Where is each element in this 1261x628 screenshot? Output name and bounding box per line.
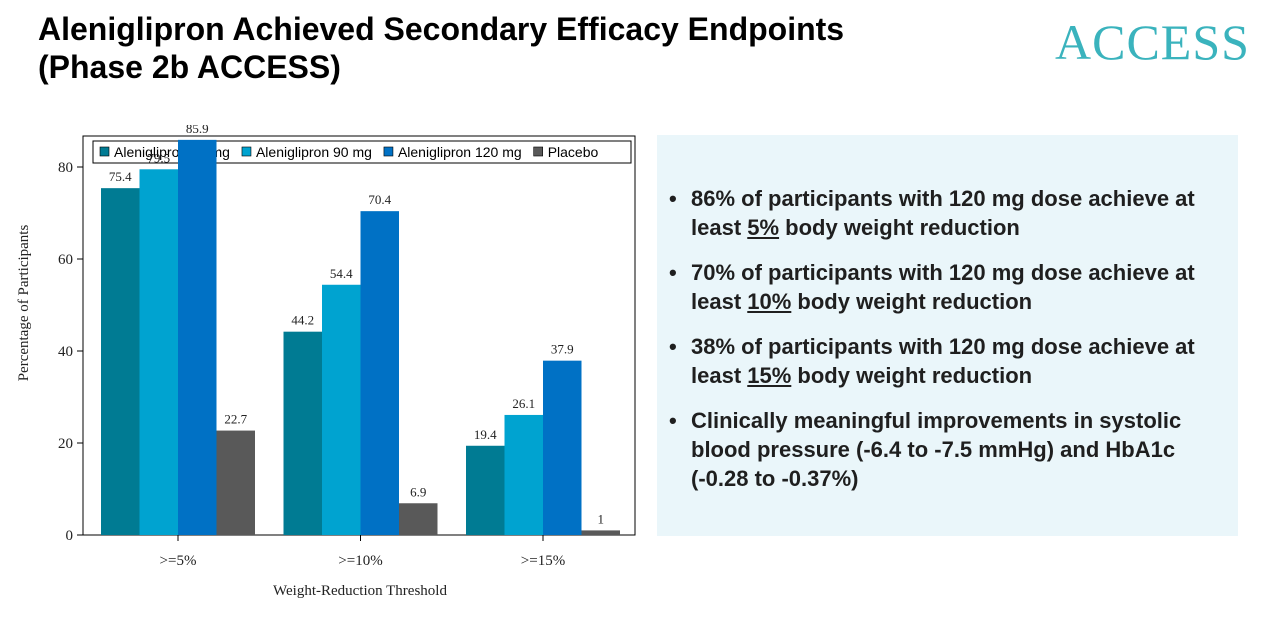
bar-value-label: 85.9 (186, 125, 209, 136)
bar-aleniglipron-90-mg-1 (139, 169, 178, 536)
x-tick-label: >=5% (160, 553, 197, 569)
key-findings-list: • 86% of participants with 120 mg dose ac… (667, 184, 1222, 493)
finding-bullet: • Clinically meaningful improvements in s… (667, 406, 1222, 493)
finding-threshold: 5% (747, 215, 780, 240)
bar-aleniglipron-45-mg-2 (283, 331, 322, 535)
bullet-dot: • (669, 334, 677, 359)
chart-legend: Aleniglipron 45 mg Aleniglipron 90 mg Alen… (92, 140, 632, 164)
legend-box (92, 140, 632, 164)
bar-aleniglipron-120-mg-2 (360, 211, 399, 535)
legend-swatch (241, 146, 252, 157)
finding-bullet: • 38% of participants with 120 mg dose ac… (667, 332, 1222, 390)
access-logo: ACCESS (1055, 14, 1250, 70)
bar-aleniglipron-90-mg-3 (504, 414, 543, 535)
bar-aleniglipron-45-mg-1 (101, 188, 140, 535)
finding-text: 86% of participants with 120 mg dose ach… (691, 186, 1195, 240)
y-tick-label: 0 (66, 528, 74, 544)
finding-text-end: body weight reduction (791, 363, 1033, 388)
bar-value-label: 26.1 (512, 396, 535, 411)
bullet-dot: • (669, 260, 677, 285)
legend-entry: Aleniglipron 90 mg (256, 144, 372, 160)
x-tick-label: >=15% (521, 553, 565, 569)
finding-bullet: • 70% of participants with 120 mg dose ac… (667, 258, 1222, 316)
legend-entry: Aleniglipron 120 mg (398, 144, 522, 160)
legend-swatch (383, 146, 394, 157)
finding-threshold: 10% (747, 289, 792, 314)
bar-value-label: 54.4 (330, 266, 353, 281)
bar-placebo-3 (581, 530, 620, 535)
title-line-1: Aleniglipron Achieved Secondary Efficacy… (38, 11, 845, 47)
legend-swatch (99, 146, 110, 157)
bar-aleniglipron-90-mg-2 (322, 284, 361, 535)
bar-aleniglipron-120-mg-1 (178, 139, 217, 536)
x-axis-title: Weight-Reduction Threshold (273, 583, 447, 599)
legend-entry: Placebo (548, 144, 599, 160)
finding-bullet: • 86% of participants with 120 mg dose ac… (667, 184, 1222, 242)
bar-value-label: 22.7 (224, 412, 247, 427)
y-tick-label: 60 (58, 252, 73, 268)
bar-placebo-1 (216, 430, 255, 535)
bar-value-label: 70.4 (368, 192, 391, 207)
title-line-2: (Phase 2b ACCESS) (38, 49, 341, 85)
key-findings-panel: • 86% of participants with 120 mg dose ac… (657, 135, 1238, 536)
finding-text: 38% of participants with 120 mg dose ach… (691, 334, 1195, 388)
x-tick-label: >=10% (338, 553, 382, 569)
bar-value-label: 6.9 (410, 484, 426, 499)
bullet-dot: • (669, 186, 677, 211)
y-axis: 0 20 40 60 80 (58, 160, 83, 544)
bar-value-label: 1 (598, 511, 605, 526)
y-tick-label: 80 (58, 160, 73, 176)
finding-text-end: body weight reduction (791, 289, 1033, 314)
legend-swatch (533, 146, 543, 157)
y-tick-label: 20 (58, 436, 73, 452)
x-axis: >=5% >=10% >=15% (160, 535, 565, 569)
bar-value-label: 19.4 (474, 427, 497, 442)
finding-threshold: 15% (747, 363, 792, 388)
finding-text: Clinically meaningful improvements in sy… (691, 408, 1182, 491)
page-title: Aleniglipron Achieved Secondary Efficacy… (38, 10, 1018, 86)
bar-value-label: 37.9 (551, 342, 574, 357)
finding-text-end: body weight reduction (779, 215, 1020, 240)
bar-series: 75.4 79.5 85.9 22.7 44.2 54.4 70.4 6.9 19.4 26.1 3… (101, 125, 620, 536)
bar-placebo-2 (399, 503, 438, 535)
y-tick-label: 40 (58, 344, 73, 360)
bar-value-label: 79.5 (147, 150, 170, 165)
finding-text: 70% of participants with 120 mg dose ach… (691, 260, 1195, 314)
bar-chart: Aleniglipron 45 mg Aleniglipron 90 mg Alen… (16, 125, 636, 599)
bar-aleniglipron-120-mg-3 (543, 360, 582, 535)
bullet-dot: • (669, 408, 677, 433)
y-axis-title: Percentage of Participants (16, 225, 32, 382)
bar-value-label: 75.4 (109, 169, 132, 184)
bar-aleniglipron-45-mg-3 (466, 445, 505, 535)
bar-value-label: 44.2 (291, 313, 314, 328)
